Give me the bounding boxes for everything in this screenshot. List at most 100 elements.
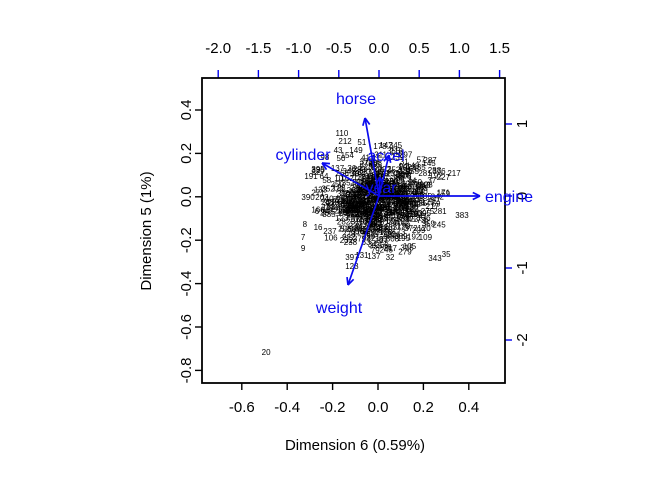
observation-label: 397 bbox=[368, 191, 382, 200]
observation-label: 349 bbox=[382, 224, 396, 233]
point-label-35: 35 bbox=[442, 250, 451, 259]
observation-label: 257 bbox=[378, 183, 392, 192]
observation-label: 387 bbox=[356, 197, 370, 206]
observation-label: 68 bbox=[369, 172, 378, 181]
observation-label: 166 bbox=[311, 206, 325, 215]
observation-label: 305 bbox=[371, 178, 385, 187]
top-axis-tick-label: -2.0 bbox=[205, 40, 231, 57]
observation-label: 254 bbox=[406, 210, 420, 219]
observation-label: 390 bbox=[414, 187, 428, 196]
observation-label: 343 bbox=[355, 181, 369, 190]
observation-label: 19 bbox=[366, 178, 375, 187]
observation-label: 10 bbox=[334, 174, 343, 183]
observation-label: 324 bbox=[403, 197, 417, 206]
observation-label: 274 bbox=[340, 189, 354, 198]
observation-label: 173 bbox=[374, 208, 388, 217]
observation-label: 226 bbox=[395, 200, 409, 209]
observation-label: 376 bbox=[432, 167, 446, 176]
point-label-20: 20 bbox=[262, 348, 271, 357]
point-label-131: 131 bbox=[355, 251, 369, 260]
observation-label: 123 bbox=[335, 214, 349, 223]
observation-label: 317 bbox=[383, 188, 397, 197]
observation-label: 45 bbox=[407, 215, 416, 224]
top-axis-tick-label: -1.0 bbox=[286, 40, 312, 57]
observation-label: 281 bbox=[418, 169, 432, 178]
variable-arrows-layer bbox=[321, 117, 481, 286]
y-axis-tick-label: -0.6 bbox=[178, 314, 195, 340]
variable-label-year: year bbox=[365, 180, 397, 197]
observation-label: 236 bbox=[358, 197, 372, 206]
observation-label: 153 bbox=[378, 182, 392, 191]
observation-label: 33 bbox=[369, 180, 378, 189]
observation-label: 67 bbox=[346, 210, 355, 219]
observation-label: 160 bbox=[355, 208, 369, 217]
observation-label: 68 bbox=[350, 211, 359, 220]
observation-label: 271 bbox=[407, 195, 421, 204]
x-axis-tick-label: -0.6 bbox=[229, 399, 255, 416]
observation-label: 26 bbox=[396, 176, 405, 185]
observation-label: 284 bbox=[375, 195, 389, 204]
observation-label: 204 bbox=[336, 201, 350, 210]
observation-label: 36 bbox=[387, 211, 396, 220]
point-label-145: 145 bbox=[422, 159, 436, 168]
observation-label: 48 bbox=[397, 195, 406, 204]
arrow-accel bbox=[378, 154, 390, 197]
observation-label: 167 bbox=[353, 186, 367, 195]
observation-label: 31 bbox=[376, 170, 385, 179]
observation-label: 84 bbox=[329, 204, 338, 213]
observation-label: 35 bbox=[399, 199, 408, 208]
observation-label: 199 bbox=[397, 222, 411, 231]
observation-label: 75 bbox=[338, 208, 347, 217]
observation-label: 309 bbox=[393, 183, 407, 192]
observation-label: 124 bbox=[405, 189, 419, 198]
observation-label: 36 bbox=[347, 164, 356, 173]
observation-label: 42 bbox=[405, 203, 414, 212]
observation-label: 64 bbox=[386, 187, 395, 196]
right-axis-tick-label: 0 bbox=[514, 192, 531, 200]
observation-label: 34 bbox=[396, 170, 405, 179]
observation-label: 123 bbox=[360, 174, 374, 183]
observation-label: 24 bbox=[405, 197, 414, 206]
observation-label: 280 bbox=[373, 197, 387, 206]
observation-label: 288 bbox=[363, 208, 377, 217]
observation-label: 296 bbox=[354, 210, 368, 219]
observation-label: 79 bbox=[335, 185, 344, 194]
observation-label: 49 bbox=[374, 202, 383, 211]
observation-label: 242 bbox=[431, 192, 445, 201]
observation-label: 312 bbox=[368, 194, 382, 203]
observation-label: 173 bbox=[405, 215, 419, 224]
observation-label: 346 bbox=[391, 197, 405, 206]
point-label-34: 34 bbox=[368, 240, 377, 249]
observation-label: 126 bbox=[384, 176, 398, 185]
observation-label: 332 bbox=[382, 179, 396, 188]
observation-label: 315 bbox=[400, 243, 414, 252]
observation-label: 209 bbox=[412, 226, 426, 235]
observation-label: 328 bbox=[419, 181, 433, 190]
observation-label: 339 bbox=[337, 189, 351, 198]
observation-label: 329 bbox=[396, 170, 410, 179]
observation-label: 241 bbox=[376, 206, 390, 215]
observation-label: 183 bbox=[359, 210, 373, 219]
observation-label: 71 bbox=[396, 204, 405, 213]
observation-label: 102 bbox=[349, 215, 363, 224]
observation-label: 83 bbox=[363, 206, 372, 215]
observation-label: 352 bbox=[373, 214, 387, 223]
observation-label: 152 bbox=[361, 205, 375, 214]
observation-label: 252 bbox=[386, 169, 400, 178]
observation-label: 216 bbox=[377, 203, 391, 212]
observation-label: 137 bbox=[331, 164, 345, 173]
variable-label-cylinder: cylinder bbox=[275, 147, 331, 164]
observation-label: 208 bbox=[354, 200, 368, 209]
observation-label: 395 bbox=[311, 165, 325, 174]
observation-label: 241 bbox=[340, 198, 354, 207]
observation-label: 276 bbox=[357, 191, 371, 200]
observation-label: 382 bbox=[366, 185, 380, 194]
observation-label: 108 bbox=[341, 205, 355, 214]
observation-label: 245 bbox=[380, 245, 394, 254]
observation-cluster: 1503952373543752527128617815513323241122… bbox=[311, 141, 450, 257]
observation-label: 37 bbox=[427, 176, 436, 185]
observation-label: 103 bbox=[396, 184, 410, 193]
point-label-110: 110 bbox=[336, 129, 349, 138]
observation-label: 376 bbox=[364, 206, 378, 215]
